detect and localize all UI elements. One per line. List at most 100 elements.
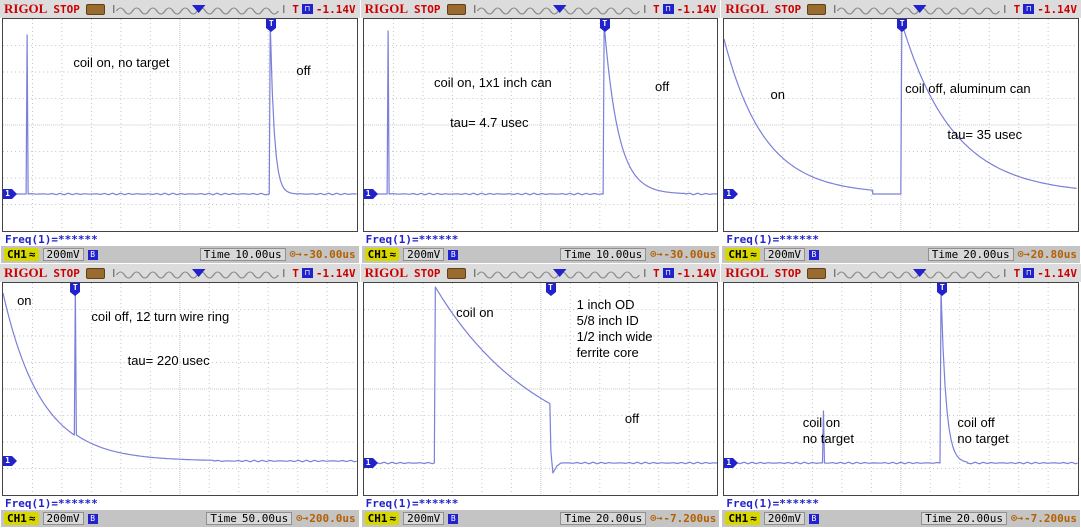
trigger-level: -1.14V	[676, 2, 717, 16]
waveform-plot	[724, 19, 1078, 231]
coupling-icon: ≈	[28, 512, 36, 525]
timebase-thumbnail-icon	[832, 3, 1007, 15]
graticule: T 1 coil on no target coil off no target	[723, 282, 1079, 496]
trigger-icon: T	[652, 266, 660, 280]
graticule: T 1 on coil off, 12 turn wire ring tau= 22…	[2, 282, 358, 496]
trigger-readout: T ⊓ -1.14V	[1014, 267, 1077, 280]
freq-row: Freq(1)=******	[721, 496, 1081, 510]
freq-row: Freq(1)=******	[0, 496, 360, 510]
waveform-plot	[724, 283, 1078, 495]
horizontal-offset-readout: ⊙→ 200.0us	[296, 512, 355, 525]
coupling-icon: ≈	[389, 512, 397, 525]
horizontal-offset-readout: ⊙→ -30.00us	[650, 248, 716, 261]
offset-icon: ⊙→	[1010, 513, 1023, 524]
channel1-label: CH1	[367, 248, 388, 261]
waveform-plot	[363, 19, 718, 231]
usb-drive-icon	[807, 3, 827, 15]
graticule: T 1 coil on, no target off	[2, 18, 358, 232]
horizontal-offset-readout: ⊙→ -30.00us	[290, 248, 356, 261]
channel1-scale: 200mV	[403, 512, 445, 525]
graticule: T 1 on coil off, aluminum can tau= 35 usec	[723, 18, 1079, 232]
edge-icon: ⊓	[301, 268, 313, 278]
time-label: Time	[210, 512, 237, 525]
freq-readout: Freq(1)=******	[726, 496, 820, 510]
channel1-badge: CH1 ≈	[4, 248, 39, 261]
freq-readout: Freq(1)=******	[5, 232, 98, 246]
freq-row: Freq(1)=******	[0, 232, 360, 246]
scope-panel: RIGOL STOP T ⊓ -1.14V T 1 coil on 1 inch …	[360, 264, 721, 528]
freq-row: Freq(1)=******	[721, 232, 1081, 246]
time-label: Time	[564, 248, 591, 261]
freq-row: Freq(1)=******	[360, 232, 721, 246]
scope-header: RIGOL STOP T ⊓ -1.14V	[360, 0, 721, 18]
scope-panel: RIGOL STOP T ⊓ -1.14V T 1 coil on no tar…	[721, 264, 1081, 528]
edge-icon: ⊓	[1023, 4, 1035, 14]
offset-icon: ⊙→	[289, 249, 302, 260]
channel1-position-marker: 1	[3, 456, 17, 466]
offset-value: 20.80us	[1030, 248, 1077, 261]
channel1-position-marker: 1	[724, 458, 738, 468]
channel1-badge: CH1 ≈	[725, 512, 760, 525]
bandwidth-icon: B	[87, 249, 98, 260]
status-bar: CH1 ≈ 200mV B Time 50.00us ⊙→ 200.0us	[1, 510, 359, 527]
timebase-thumbnail-icon	[111, 267, 286, 279]
trigger-position-marker: T	[70, 283, 81, 296]
offset-icon: ⊙→	[650, 249, 663, 260]
channel1-label: CH1	[7, 512, 27, 525]
run-state-indicator: STOP	[774, 266, 802, 280]
scope-header: RIGOL STOP T ⊓ -1.14V	[721, 264, 1081, 282]
usb-drive-icon	[446, 267, 466, 279]
coupling-icon: ≈	[28, 248, 36, 261]
edge-icon: ⊓	[301, 4, 313, 14]
scope-panel: RIGOL STOP T ⊓ -1.14V T 1 on coil off, al…	[721, 0, 1081, 264]
graticule: T 1 coil on, 1x1 inch can tau= 4.7 usec of…	[362, 18, 719, 232]
time-label: Time	[931, 248, 959, 261]
trigger-icon: T	[1013, 266, 1021, 280]
timebase-readout: Time 20.00us	[927, 248, 1014, 261]
channel1-badge: CH1 ≈	[364, 512, 400, 525]
edge-icon: ⊓	[662, 4, 674, 14]
run-state-indicator: STOP	[53, 266, 80, 280]
offset-value: -30.00us	[663, 248, 717, 261]
rigol-logo: RIGOL	[4, 1, 48, 16]
timebase-thumbnail-icon	[832, 267, 1007, 279]
edge-icon: ⊓	[1023, 268, 1035, 278]
bandwidth-icon: B	[448, 513, 459, 524]
bandwidth-icon: B	[808, 249, 819, 260]
rigol-logo: RIGOL	[725, 265, 769, 280]
channel1-badge: CH1 ≈	[4, 512, 39, 525]
freq-readout: Freq(1)=******	[5, 496, 98, 510]
usb-drive-icon	[807, 267, 827, 279]
status-bar: CH1 ≈ 200mV B Time 10.00us ⊙→ -30.00us	[361, 246, 720, 263]
coupling-icon: ≈	[750, 248, 757, 261]
channel1-badge: CH1 ≈	[725, 248, 760, 261]
channel1-scale: 200mV	[42, 512, 84, 525]
offset-icon: ⊙→	[650, 513, 663, 524]
trigger-icon: T	[292, 266, 299, 280]
time-label: Time	[564, 512, 591, 525]
offset-value: 200.0us	[309, 512, 356, 525]
trigger-readout: T ⊓ -1.14V	[653, 267, 716, 280]
scope-header: RIGOL STOP T ⊓ -1.14V	[0, 264, 360, 282]
trigger-readout: T ⊓ -1.14V	[1014, 3, 1077, 16]
timebase-readout: Time 50.00us	[206, 512, 293, 525]
bandwidth-icon: B	[448, 249, 459, 260]
trigger-readout: T ⊓ -1.14V	[292, 267, 355, 280]
trigger-level: -1.14V	[1037, 266, 1077, 280]
scope-panel: RIGOL STOP T ⊓ -1.14V T 1 coil on, 1x1 i…	[360, 0, 721, 264]
status-bar: CH1 ≈ 200mV B Time 20.00us ⊙→ -7.200us	[361, 510, 720, 527]
scope-header: RIGOL STOP T ⊓ -1.14V	[721, 0, 1081, 18]
offset-value: -30.00us	[302, 248, 356, 261]
status-bar: CH1 ≈ 200mV B Time 20.00us ⊙→ -7.200us	[722, 510, 1080, 527]
scope-header: RIGOL STOP T ⊓ -1.14V	[0, 0, 360, 18]
trigger-position-marker: T	[545, 283, 556, 296]
trigger-position-marker: T	[897, 19, 908, 32]
channel1-label: CH1	[367, 512, 388, 525]
waveform-plot	[3, 19, 357, 231]
run-state-indicator: STOP	[53, 2, 80, 16]
trigger-icon: T	[1013, 2, 1021, 16]
coupling-icon: ≈	[389, 248, 397, 261]
trigger-icon: T	[292, 2, 299, 16]
channel1-label: CH1	[728, 248, 749, 261]
time-scale-value: 20.00us	[956, 512, 1003, 525]
